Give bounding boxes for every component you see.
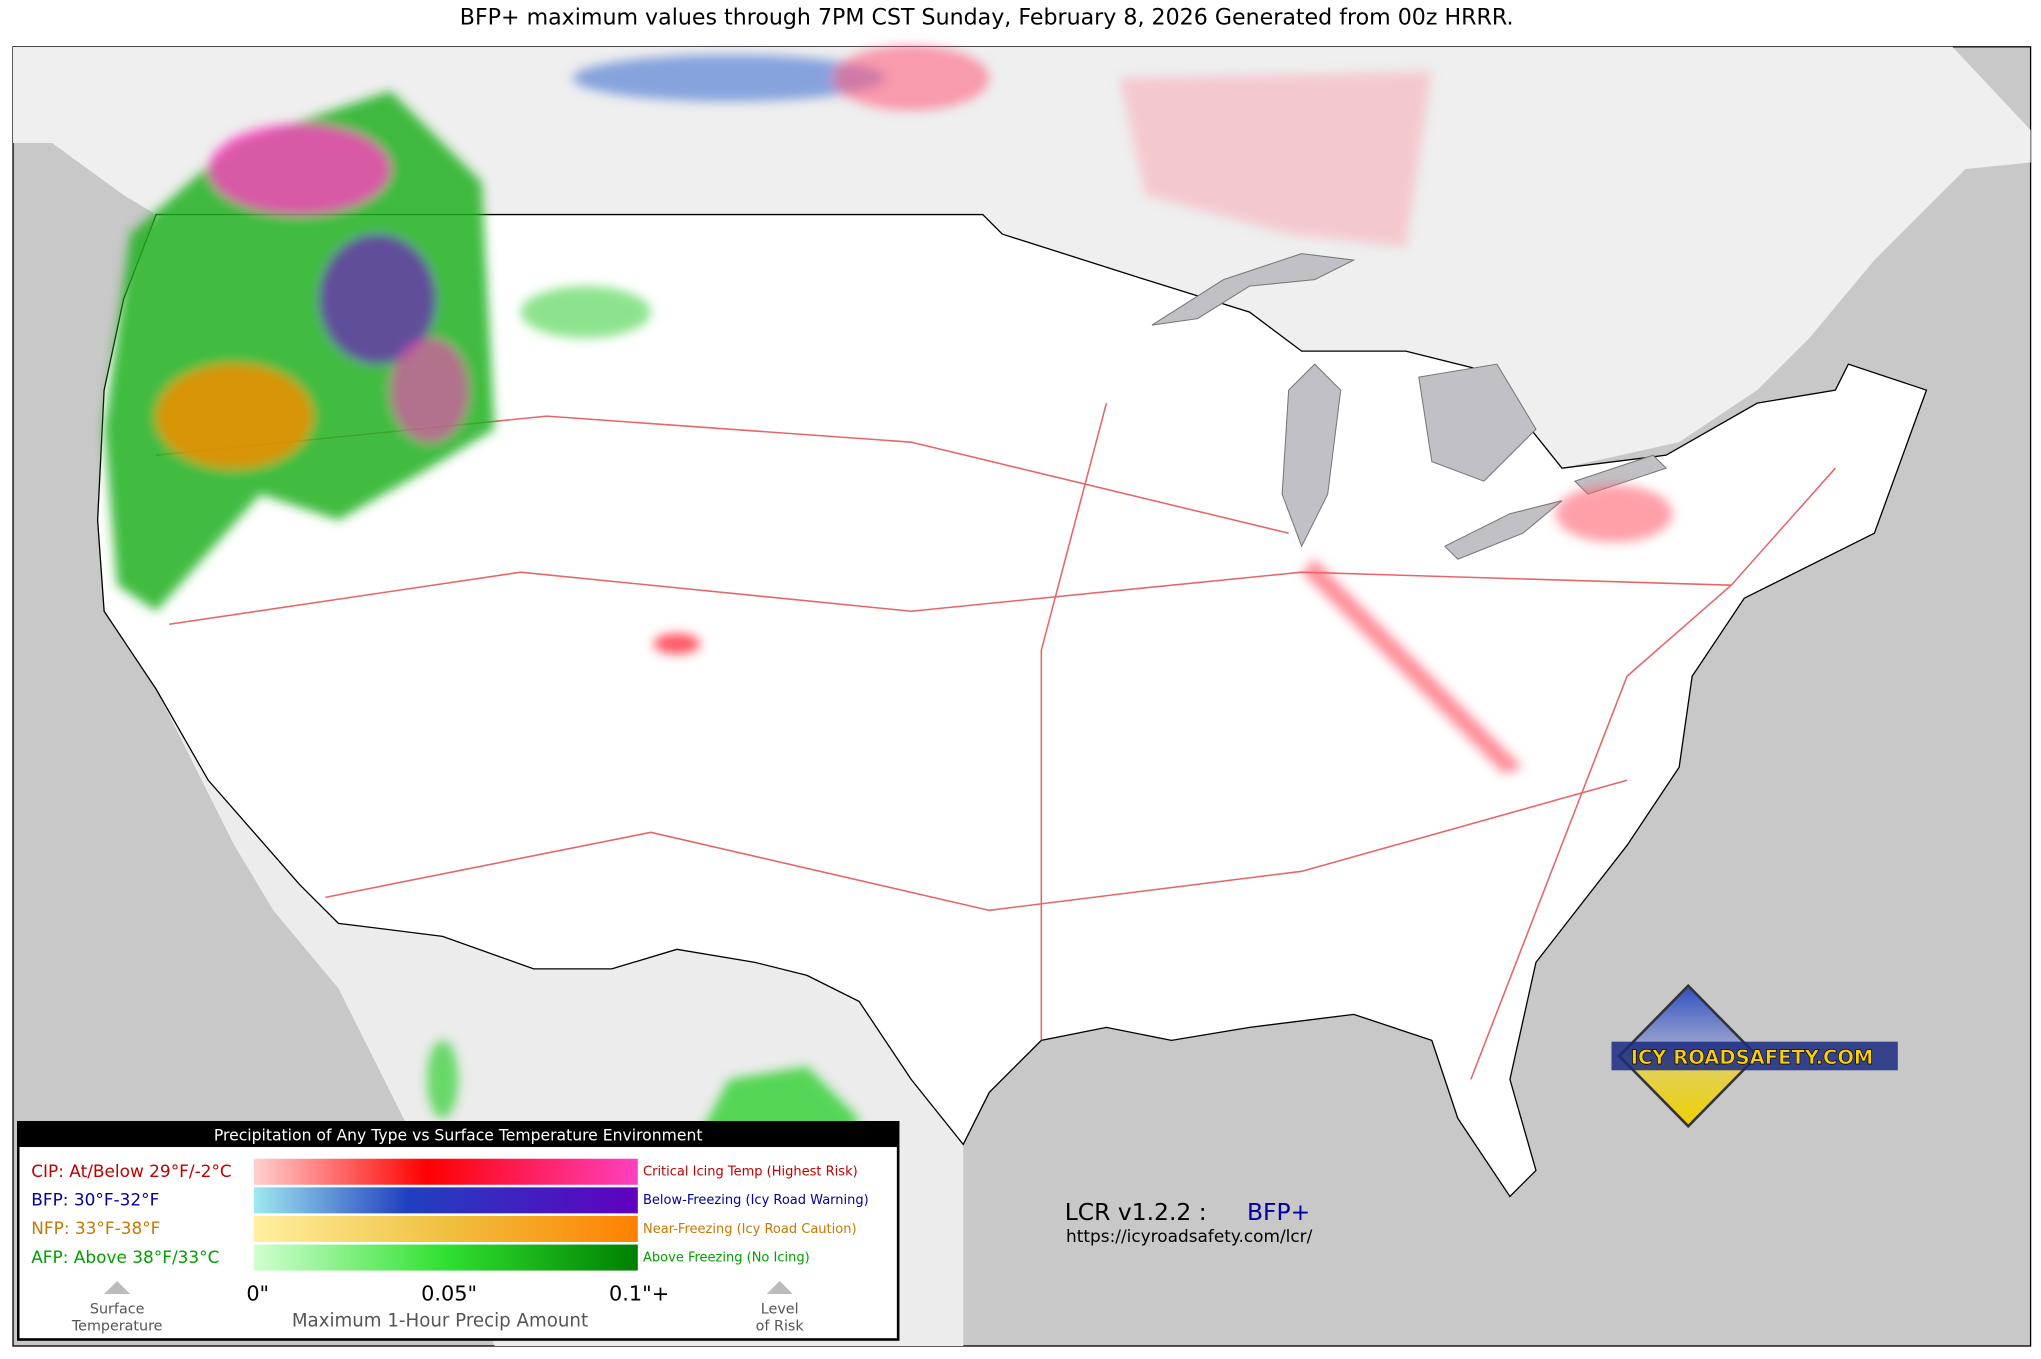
color-ramp — [253, 1158, 638, 1185]
great-lakes — [1151, 253, 1668, 560]
arrow-icon — [104, 1280, 131, 1294]
right-caption: of Risk — [756, 1318, 805, 1334]
scale-axis-label: Maximum 1-Hour Precip Amount — [292, 1310, 588, 1331]
lake-michigan — [1281, 363, 1342, 548]
logo-band — [1611, 1041, 1898, 1071]
left-caption: Surface — [90, 1301, 145, 1317]
product-label: BFP+ — [1247, 1198, 1310, 1226]
scale-label: 0.05" — [421, 1281, 477, 1305]
color-ramp — [253, 1244, 638, 1271]
legend-row-description: Near-Freezing (Icy Road Caution) — [643, 1222, 857, 1237]
lake-huron — [1418, 363, 1537, 482]
scale-label: 0.1"+ — [609, 1281, 669, 1305]
color-ramp — [253, 1215, 638, 1242]
legend-row-description: Above Freezing (No Icing) — [643, 1250, 810, 1265]
canada — [13, 46, 2031, 469]
map-area — [12, 45, 2032, 1347]
color-ramp — [253, 1187, 638, 1214]
logo: ICY ROADSAFETY.COM — [1611, 983, 1898, 1129]
right-caption: Level — [761, 1301, 799, 1317]
scale-label: 0" — [246, 1281, 269, 1305]
version-label: LCR v1.2.2 : — [1065, 1198, 1207, 1226]
logo-text: ICY ROADSAFETY.COM — [1631, 1046, 1874, 1069]
legend-row-description: Critical Icing Temp (Highest Risk) — [643, 1165, 858, 1180]
legend-title: Precipitation of Any Type vs Surface Tem… — [214, 1127, 703, 1145]
lake-superior — [1151, 253, 1356, 326]
arrow-icon — [766, 1280, 793, 1294]
legend-row-label: CIP: At/Below 29°F/-2°C — [31, 1161, 231, 1181]
legend-row-description: Below-Freezing (Icy Road Warning) — [643, 1193, 869, 1208]
legend-header — [18, 1122, 899, 1148]
left-caption: Temperature — [71, 1318, 163, 1334]
legend-row-label: AFP: Above 38°F/33°C — [31, 1247, 219, 1267]
url-label: https://icyroadsafety.com/lcr/ — [1066, 1226, 1313, 1246]
lake-erie — [1443, 500, 1563, 560]
legend-row-label: NFP: 33°F-38°F — [31, 1218, 160, 1238]
map-title: BFP+ maximum values through 7PM CST Sund… — [460, 5, 1514, 31]
legend-row-label: BFP: 30°F-32°F — [31, 1190, 159, 1210]
legend: Precipitation of Any Type vs Surface Tem… — [16, 1121, 900, 1341]
